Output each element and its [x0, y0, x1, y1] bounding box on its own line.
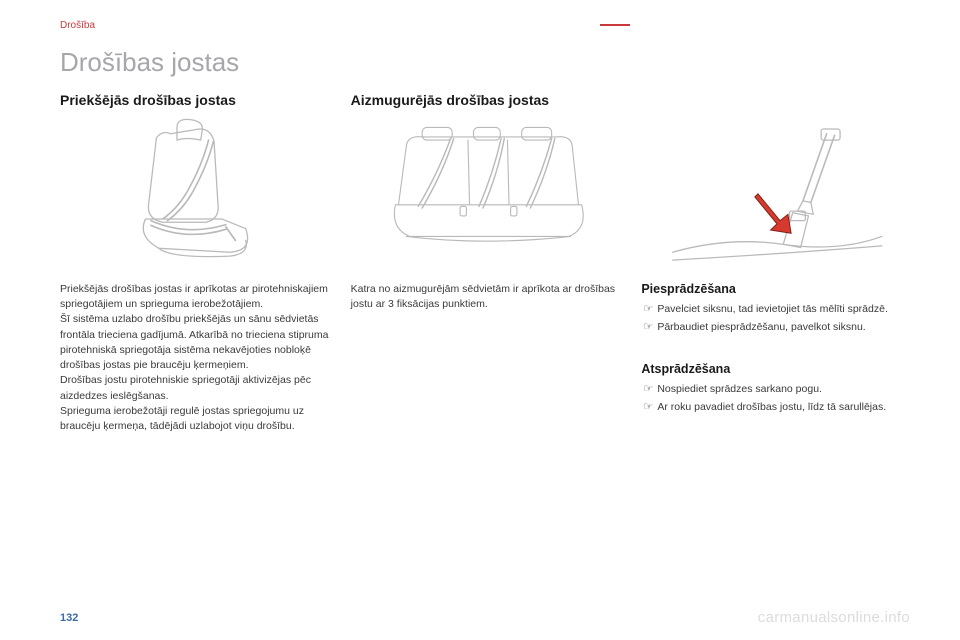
rear-belts-heading: Aizmugurējās drošības jostas — [351, 92, 620, 108]
watermark-text: carmanualsonline.info — [758, 609, 910, 626]
list-item-text: Pavelciet siksnu, tad ievietojiet tās mē… — [657, 302, 888, 318]
fastening-heading: Piesprādzēšana — [641, 282, 910, 296]
column-fastening: Piesprādzēšana ☞ Pavelciet siksnu, tad i… — [641, 92, 910, 434]
page-root: Drošība Drošības jostas Priekšējās drošī… — [0, 0, 960, 640]
rear-seat-illustration — [351, 118, 620, 268]
bullet-icon: ☞ — [643, 302, 657, 318]
bullet-icon: ☞ — [643, 382, 657, 398]
front-belts-paragraph: Priekšējās drošības jostas ir aprīkotas … — [60, 282, 329, 434]
unfastening-heading: Atsprādzēšana — [641, 362, 910, 376]
list-item-text: Ar roku pavadiet drošības jostu, līdz tā… — [657, 400, 886, 416]
column-front-seat-belts: Priekšējās drošības jostas — [60, 92, 329, 434]
front-seat-illustration — [60, 118, 329, 268]
page-number: 132 — [60, 612, 78, 624]
bullet-icon: ☞ — [643, 400, 657, 416]
unfastening-list: ☞ Nospiediet sprādzes sarkano pogu. ☞ Ar… — [643, 382, 910, 416]
list-item-text: Nospiediet sprādzes sarkano pogu. — [657, 382, 822, 398]
list-item: ☞ Pārbaudiet piesprādzēšanu, pavelkot si… — [643, 320, 910, 336]
rear-belts-paragraph: Katra no aizmugurējām sēdvietām ir aprīk… — [351, 282, 620, 312]
list-item: ☞ Nospiediet sprādzes sarkano pogu. — [643, 382, 910, 398]
front-belts-heading: Priekšējās drošības jostas — [60, 92, 329, 108]
bullet-icon: ☞ — [643, 320, 657, 336]
list-item-text: Pārbaudiet piesprādzēšanu, pavelkot siks… — [657, 320, 865, 336]
section-tab: Drošība — [60, 20, 910, 31]
list-item: ☞ Pavelciet siksnu, tad ievietojiet tās … — [643, 302, 910, 318]
list-item: ☞ Ar roku pavadiet drošības jostu, līdz … — [643, 400, 910, 416]
fastening-list: ☞ Pavelciet siksnu, tad ievietojiet tās … — [643, 302, 910, 336]
header-accent-line — [600, 24, 630, 26]
content-columns: Priekšējās drošības jostas — [60, 92, 910, 434]
column-rear-seat-belts: Aizmugurējās drošības jostas — [351, 92, 620, 434]
page-title: Drošības jostas — [60, 47, 910, 78]
buckle-illustration — [641, 118, 910, 268]
